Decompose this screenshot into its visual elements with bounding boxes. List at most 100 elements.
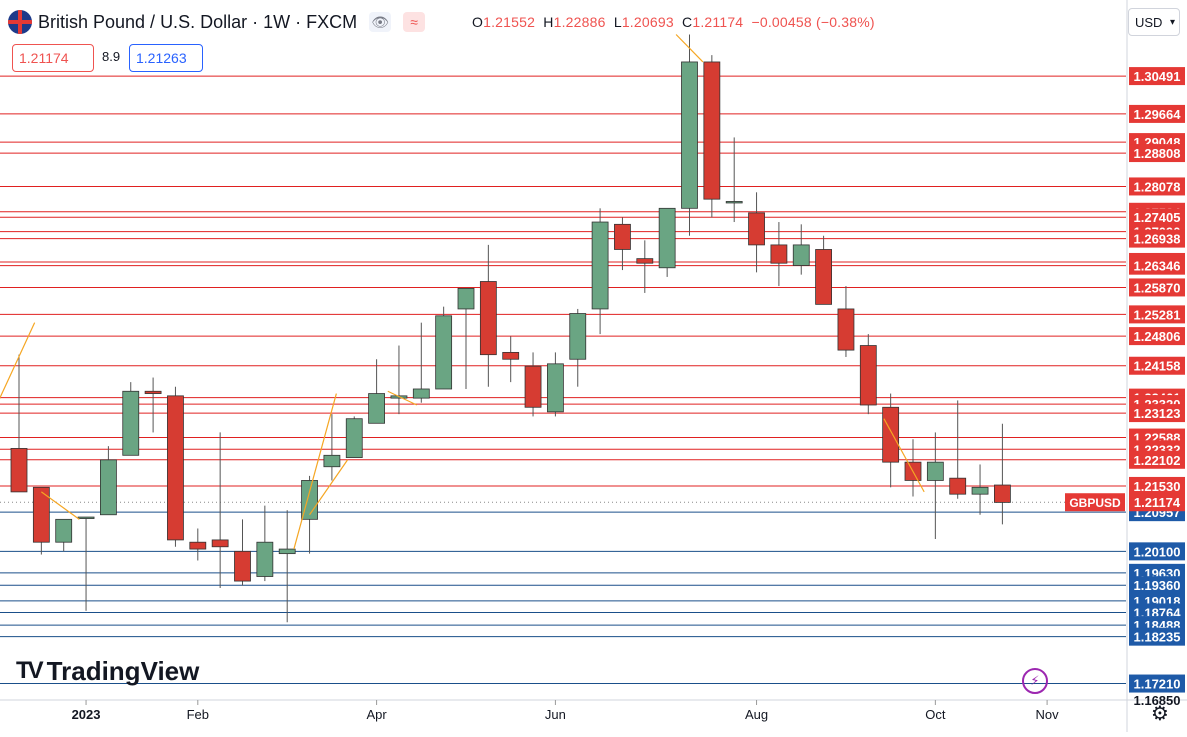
wave-icon[interactable]: ≈ xyxy=(403,12,426,32)
price-tag xyxy=(1129,144,1185,163)
candle-body xyxy=(32,486,50,543)
open-value: 1.21552 xyxy=(483,14,536,30)
candle-body xyxy=(234,550,251,582)
candle-body xyxy=(837,308,855,351)
price-tag xyxy=(1129,208,1185,227)
price-axis-label: 1.27405 xyxy=(1134,210,1181,225)
candle-body xyxy=(524,365,542,408)
candle-body xyxy=(144,390,162,394)
price-tag xyxy=(1129,404,1185,423)
candle-body xyxy=(703,61,721,200)
candle-body xyxy=(882,406,900,463)
candle-body xyxy=(815,249,832,305)
close-label: C xyxy=(682,14,693,30)
candle-body xyxy=(770,244,788,264)
candle-body xyxy=(323,454,341,468)
price-axis-label: 1.30491 xyxy=(1134,69,1181,84)
low-label: L xyxy=(613,14,622,30)
price-tag xyxy=(1129,278,1185,297)
candle-body xyxy=(859,345,877,406)
time-axis-label: Oct xyxy=(925,707,946,722)
price-tag xyxy=(1129,229,1185,248)
candle-body xyxy=(278,548,296,555)
tradingview-logo-mark: TV xyxy=(16,657,44,684)
candle-body xyxy=(725,201,743,204)
price-tag xyxy=(1129,542,1185,561)
price-tag xyxy=(1129,627,1185,646)
price-tag xyxy=(1129,576,1185,595)
candle-body xyxy=(792,244,810,266)
candle-body xyxy=(591,221,609,310)
price-tag xyxy=(1129,305,1185,324)
time-axis-label: 2023 xyxy=(72,707,101,722)
time-axis-label: Feb xyxy=(187,707,209,722)
candle-body xyxy=(502,351,520,360)
candle-body xyxy=(614,223,631,250)
zigzag-line xyxy=(309,459,349,516)
price-tag xyxy=(1129,674,1185,693)
candle-body xyxy=(926,461,944,481)
candle-body xyxy=(100,459,117,516)
candle-body xyxy=(435,315,453,390)
price-tag xyxy=(1129,476,1185,495)
close-value: 1.21174 xyxy=(692,14,744,30)
price-axis-label: 1.29664 xyxy=(1134,107,1182,122)
price-axis-label: 1.24158 xyxy=(1134,359,1181,374)
price-axis-label: 1.19360 xyxy=(1134,578,1181,593)
candle-body xyxy=(949,477,967,495)
zigzag-line xyxy=(293,393,337,550)
lightning-icon[interactable]: ⚡ xyxy=(1022,668,1048,694)
candle-body xyxy=(457,287,475,310)
zigzag-line xyxy=(675,34,704,63)
symbol-tag-label: GBPUSD xyxy=(1069,496,1121,510)
zigzag-line xyxy=(0,322,36,400)
zigzag-line xyxy=(387,390,418,406)
eye-icon[interactable]: 👁 xyxy=(369,12,392,32)
price-axis-label: 1.26938 xyxy=(1134,232,1181,247)
price-axis-label: 1.21530 xyxy=(1134,479,1181,494)
candle-body xyxy=(547,363,564,413)
gbp-usd-flag-icon xyxy=(8,10,32,34)
candle-body xyxy=(569,313,587,360)
chevron-down-icon: ▾ xyxy=(1169,17,1175,28)
candle-body xyxy=(681,61,698,209)
tradingview-logo: TV TradingView xyxy=(16,654,199,688)
currency-select[interactable]: USD ▾ xyxy=(1128,8,1180,36)
price-tag xyxy=(1129,356,1185,375)
tradingview-logo-text: TradingView xyxy=(46,655,200,686)
price-axis-label: 1.26346 xyxy=(1134,259,1181,274)
price-tag xyxy=(1129,256,1185,275)
price-tag xyxy=(1129,327,1185,346)
gear-icon[interactable]: ⚙ xyxy=(1151,703,1169,725)
price-axis-label: 1.25870 xyxy=(1134,280,1181,295)
price-axis-label: 1.28078 xyxy=(1134,179,1181,194)
price-axis-label: 1.25281 xyxy=(1134,307,1181,322)
candle-body xyxy=(77,516,95,519)
zigzag-line xyxy=(883,418,925,493)
time-axis-label: Apr xyxy=(366,707,387,722)
symbol-title[interactable]: British Pound / U.S. Dollar · 1W · FXCM xyxy=(38,11,358,32)
buy-button[interactable]: 1.21263 xyxy=(129,44,203,72)
candle-body xyxy=(256,541,274,577)
price-tag xyxy=(1129,104,1185,123)
current-price-label: 1.21174 xyxy=(1134,495,1181,510)
symbol-header[interactable]: British Pound / U.S. Dollar · 1W · FXCM … xyxy=(8,8,426,36)
candle-body xyxy=(345,418,363,458)
time-axis-label: Aug xyxy=(745,707,768,722)
price-axis-label: 1.28808 xyxy=(1134,146,1181,161)
price-axis-label: 1.17210 xyxy=(1134,677,1181,692)
candle-body xyxy=(167,395,184,541)
candle-body xyxy=(55,518,73,543)
sell-button[interactable]: 1.21174 xyxy=(12,44,94,72)
price-axis-label: 1.18235 xyxy=(1134,630,1181,645)
currency-value: USD xyxy=(1135,15,1163,30)
candle-body xyxy=(636,258,654,264)
candle-body xyxy=(189,541,207,550)
high-value: 1.22886 xyxy=(553,14,606,30)
ohlc-readout: O1.21552 H1.22886 L1.20693 C1.21174 −0.0… xyxy=(472,14,875,30)
price-axis-label: 1.23123 xyxy=(1134,406,1181,421)
price-axis-label: 1.16850 xyxy=(1134,693,1181,708)
zigzag-line xyxy=(40,491,80,520)
